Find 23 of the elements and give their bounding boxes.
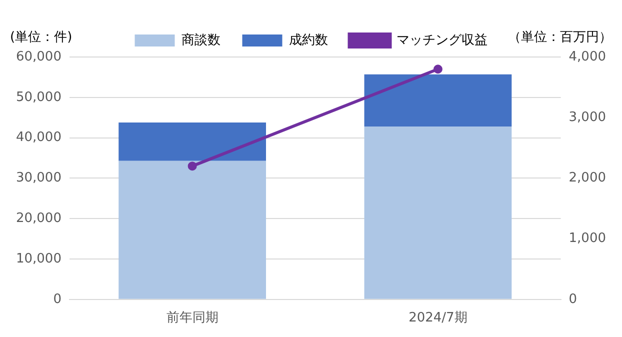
y-tick-label: 10,000 (16, 251, 62, 266)
legend-label: マッチング収益 (396, 32, 488, 48)
y2-tick-label: 1,000 (568, 231, 606, 246)
x-tick-label: 前年同期 (166, 310, 218, 326)
y2-tick-label: 3,000 (568, 110, 606, 125)
y2-tick-label: 2,000 (568, 170, 606, 186)
y-tick-label: 20,000 (16, 210, 62, 226)
y-tick-label: 60,000 (16, 49, 62, 64)
bar (118, 122, 266, 161)
y-tick-label: 30,000 (16, 170, 62, 186)
y-tick-label: 50,000 (16, 90, 62, 105)
y-tick-label: 0 (53, 292, 62, 307)
legend-label: 商談数 (181, 32, 220, 48)
text: (単位：件) (10, 30, 72, 45)
y-tick-label: 40,000 (16, 130, 62, 146)
bar (118, 160, 266, 299)
y2-tick-label: 0 (568, 292, 578, 307)
bar (364, 74, 512, 126)
legend-label: 成約数 (288, 32, 328, 48)
y2-tick-label: 4,000 (568, 49, 606, 64)
x-tick-label: 2024/7期 (408, 310, 468, 326)
bar (364, 126, 512, 299)
text: （単位：百万円） (508, 30, 612, 45)
